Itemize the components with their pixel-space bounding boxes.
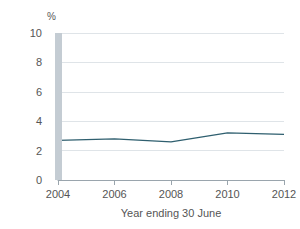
svg-text:4: 4: [36, 115, 42, 127]
svg-text:2004: 2004: [46, 188, 70, 200]
svg-text:Year ending 30 June: Year ending 30 June: [121, 207, 222, 219]
svg-text:2006: 2006: [102, 188, 126, 200]
svg-text:0: 0: [36, 174, 42, 186]
svg-text:2: 2: [36, 145, 42, 157]
svg-text:2012: 2012: [272, 188, 296, 200]
svg-text:8: 8: [36, 56, 42, 68]
svg-text:2010: 2010: [215, 188, 239, 200]
svg-text:6: 6: [36, 86, 42, 98]
svg-text:10: 10: [30, 27, 42, 39]
svg-text:%: %: [47, 11, 56, 22]
svg-text:2008: 2008: [159, 188, 183, 200]
